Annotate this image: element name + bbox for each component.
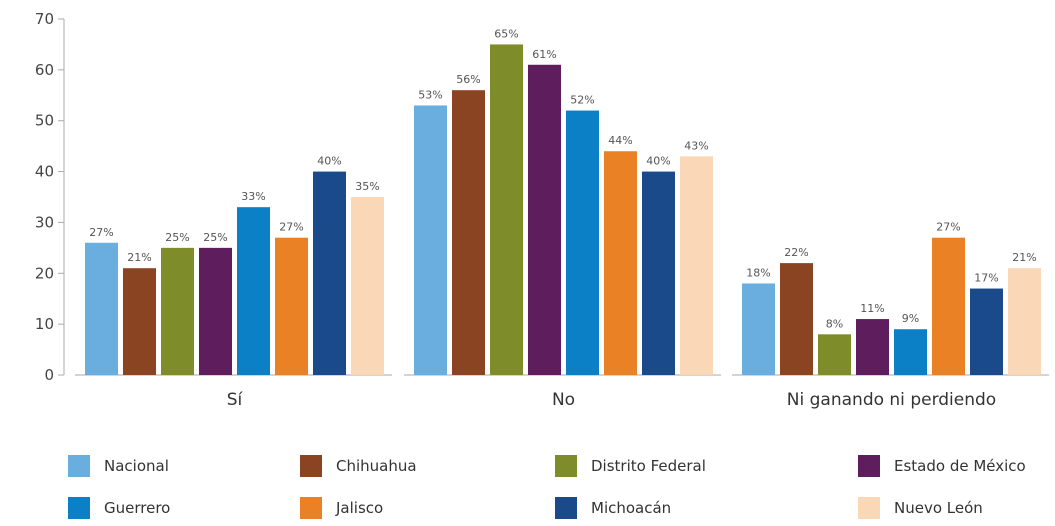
legend-label: Chihuahua: [336, 457, 417, 475]
category-label: No: [552, 390, 575, 410]
legend-item: Michoacán: [555, 495, 671, 521]
legend-label: Distrito Federal: [591, 457, 706, 475]
y-tick-label: 20: [35, 264, 54, 282]
data-label: 53%: [418, 88, 442, 101]
category-label: Sí: [227, 390, 244, 410]
data-label: 21%: [127, 251, 151, 264]
legend-swatch: [858, 497, 880, 519]
legend-swatch: [858, 455, 880, 477]
bar: [199, 247, 232, 375]
bar: [894, 329, 927, 375]
bar: [1008, 268, 1041, 375]
y-tick-label: 50: [35, 112, 54, 130]
data-label: 8%: [826, 317, 843, 330]
y-tick-label: 60: [35, 61, 54, 79]
data-label: 43%: [684, 139, 708, 152]
legend-item: Estado de México: [858, 453, 1026, 479]
bar: [237, 207, 270, 375]
y-tick-label: 70: [35, 10, 54, 28]
data-label: 9%: [902, 312, 919, 325]
bar: [742, 283, 775, 375]
bar: [275, 237, 308, 375]
bar: [856, 319, 889, 375]
legend-label: Nacional: [104, 457, 169, 475]
data-label: 27%: [936, 221, 960, 234]
legend-swatch: [555, 497, 577, 519]
data-label: 52%: [570, 94, 594, 107]
legend-label: Michoacán: [591, 499, 672, 517]
data-label: 40%: [646, 155, 670, 168]
y-tick-label: 10: [35, 315, 54, 333]
legend-swatch: [68, 497, 90, 519]
legend-label: Jalisco: [336, 499, 384, 517]
bar: [566, 110, 599, 376]
legend-item: Guerrero: [68, 495, 170, 521]
legend-label: Guerrero: [104, 499, 171, 517]
bar: [414, 105, 447, 375]
bar: [932, 237, 965, 375]
bar: [452, 90, 485, 375]
data-label: 61%: [532, 48, 556, 61]
legend-item: Chihuahua: [300, 453, 417, 479]
data-label: 56%: [456, 73, 480, 86]
legend: Nacional Chihuahua Distrito Federal Estado …: [0, 448, 1055, 526]
bar: [313, 171, 346, 375]
bar: [642, 171, 675, 375]
bar: [161, 247, 194, 375]
y-tick-label: 30: [35, 213, 54, 231]
legend-item: Distrito Federal: [555, 453, 706, 479]
legend-item: Jalisco: [300, 495, 383, 521]
data-label: 65%: [494, 27, 518, 40]
legend-item: Nacional: [68, 453, 169, 479]
bar: [85, 242, 118, 375]
category-label: Ni ganando ni perdiendo: [787, 390, 996, 410]
data-label: 33%: [241, 190, 265, 203]
data-label: 27%: [279, 221, 303, 234]
data-label: 44%: [608, 134, 632, 147]
legend-swatch: [555, 455, 577, 477]
legend-swatch: [300, 497, 322, 519]
data-label: 27%: [89, 226, 113, 239]
data-label: 25%: [203, 231, 227, 244]
legend-swatch: [300, 455, 322, 477]
data-label: 18%: [746, 266, 770, 279]
data-label: 11%: [860, 302, 884, 315]
bar: [123, 268, 156, 375]
data-label: 35%: [355, 180, 379, 193]
bar: [528, 64, 561, 376]
data-label: 40%: [317, 155, 341, 168]
legend-swatch: [68, 455, 90, 477]
bar: [970, 288, 1003, 375]
data-label: 17%: [974, 272, 998, 285]
data-label: 25%: [165, 231, 189, 244]
bar: [351, 197, 384, 375]
y-tick-label: 40: [35, 163, 54, 181]
data-label: 22%: [784, 246, 808, 259]
data-label: 21%: [1012, 251, 1036, 264]
bar-chart: 0 10 20 30 40 50 60 70 27% 21% 25% 25% 33% 27% 40% 35% S…: [35, 10, 1049, 410]
bar: [604, 151, 637, 375]
legend-label: Estado de México: [894, 457, 1026, 475]
bar: [680, 156, 713, 375]
legend-item: Nuevo León: [858, 495, 983, 521]
bar: [780, 263, 813, 375]
legend-label: Nuevo León: [894, 499, 983, 517]
bar: [490, 44, 523, 376]
bar: [818, 334, 851, 375]
y-tick-label: 0: [44, 366, 54, 384]
